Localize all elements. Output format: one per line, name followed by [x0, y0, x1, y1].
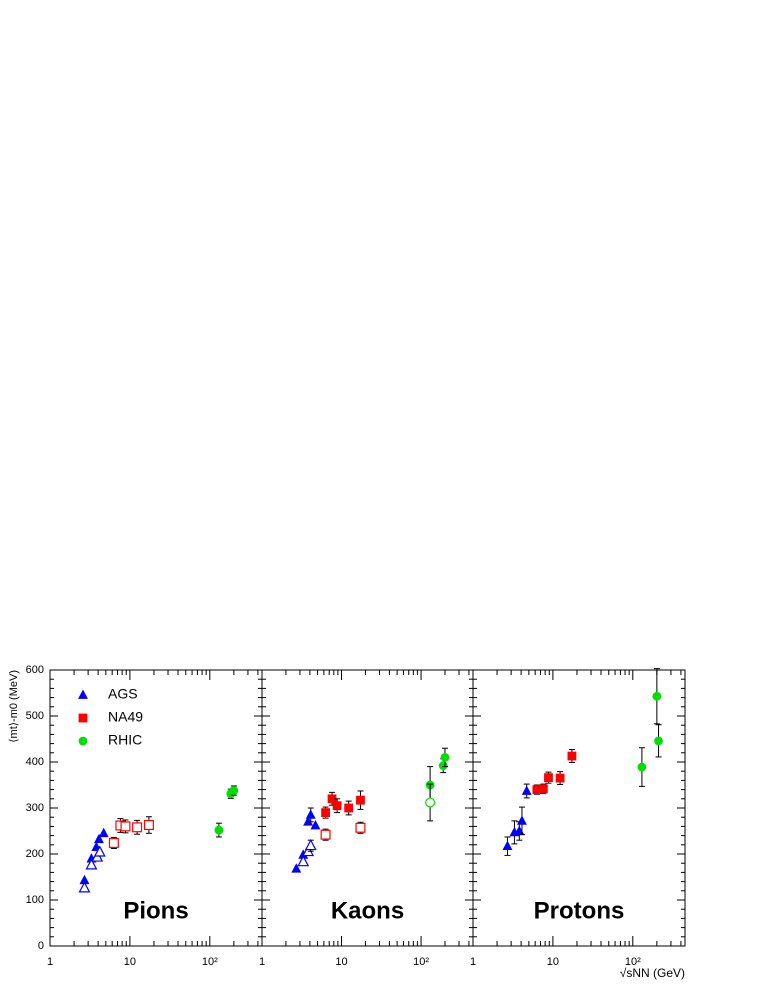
marker	[502, 840, 513, 851]
marker	[79, 874, 90, 885]
y-tick-label: 100	[26, 894, 44, 906]
y-tick-label: 200	[26, 848, 44, 860]
y-tick-label: 300	[26, 802, 44, 814]
marker	[438, 761, 448, 771]
marker	[310, 819, 321, 830]
legend-marker	[78, 736, 88, 746]
marker	[214, 825, 224, 835]
marker	[93, 845, 106, 857]
marker	[321, 808, 330, 817]
marker	[425, 797, 436, 808]
marker	[517, 815, 527, 825]
marker	[132, 822, 143, 833]
marker	[652, 691, 662, 701]
panel-title: Pions	[123, 897, 188, 924]
marker	[320, 829, 331, 840]
y-tick-label: 600	[26, 664, 44, 676]
marker	[355, 822, 366, 833]
legend-marker	[78, 713, 88, 723]
marker	[298, 849, 309, 859]
marker	[120, 821, 131, 832]
x-tick-label: 10	[547, 956, 559, 968]
marker	[78, 881, 91, 893]
legend-label: AGS	[108, 686, 138, 702]
marker	[532, 785, 542, 794]
y-axis-label: ⟨mt⟩-m0 (MeV)	[8, 670, 20, 743]
y-tick-label: 400	[26, 756, 44, 768]
marker	[291, 863, 302, 873]
x-tick-label: 1	[259, 956, 265, 968]
marker	[521, 785, 532, 795]
marker	[108, 837, 119, 848]
x-tick-label: 10²	[625, 956, 641, 968]
marker	[304, 838, 317, 851]
marker	[637, 762, 647, 772]
marker	[344, 803, 354, 813]
legend-label: NA49	[108, 709, 143, 725]
legend-marker	[78, 689, 88, 699]
legend-label: RHIC	[108, 732, 142, 748]
marker	[440, 753, 450, 762]
marker	[332, 801, 342, 811]
marker	[85, 858, 98, 870]
x-tick-label: 10²	[202, 956, 218, 968]
marker	[544, 773, 553, 783]
marker	[356, 795, 365, 805]
marker	[303, 816, 314, 826]
marker	[555, 773, 565, 783]
marker	[327, 794, 337, 804]
x-tick-label: 1	[470, 956, 476, 968]
x-tick-label: 1	[47, 956, 53, 968]
marker	[567, 751, 577, 761]
panel-title: Protons	[534, 897, 625, 924]
x-tick-label: 10²	[413, 956, 429, 968]
marker	[94, 833, 104, 844]
marker	[297, 855, 310, 867]
marker	[305, 809, 316, 819]
y-tick-label: 0	[38, 940, 44, 952]
x-tick-label: 10	[335, 956, 347, 968]
panel-title: Kaons	[331, 897, 404, 924]
x-axis-label: √sNN (GeV)	[620, 966, 685, 980]
marker	[143, 820, 154, 831]
marker	[98, 827, 109, 838]
y-tick-label: 500	[26, 710, 44, 722]
marker	[654, 736, 663, 746]
x-tick-label: 10	[124, 956, 136, 968]
marker	[229, 786, 239, 795]
marker	[538, 784, 548, 794]
